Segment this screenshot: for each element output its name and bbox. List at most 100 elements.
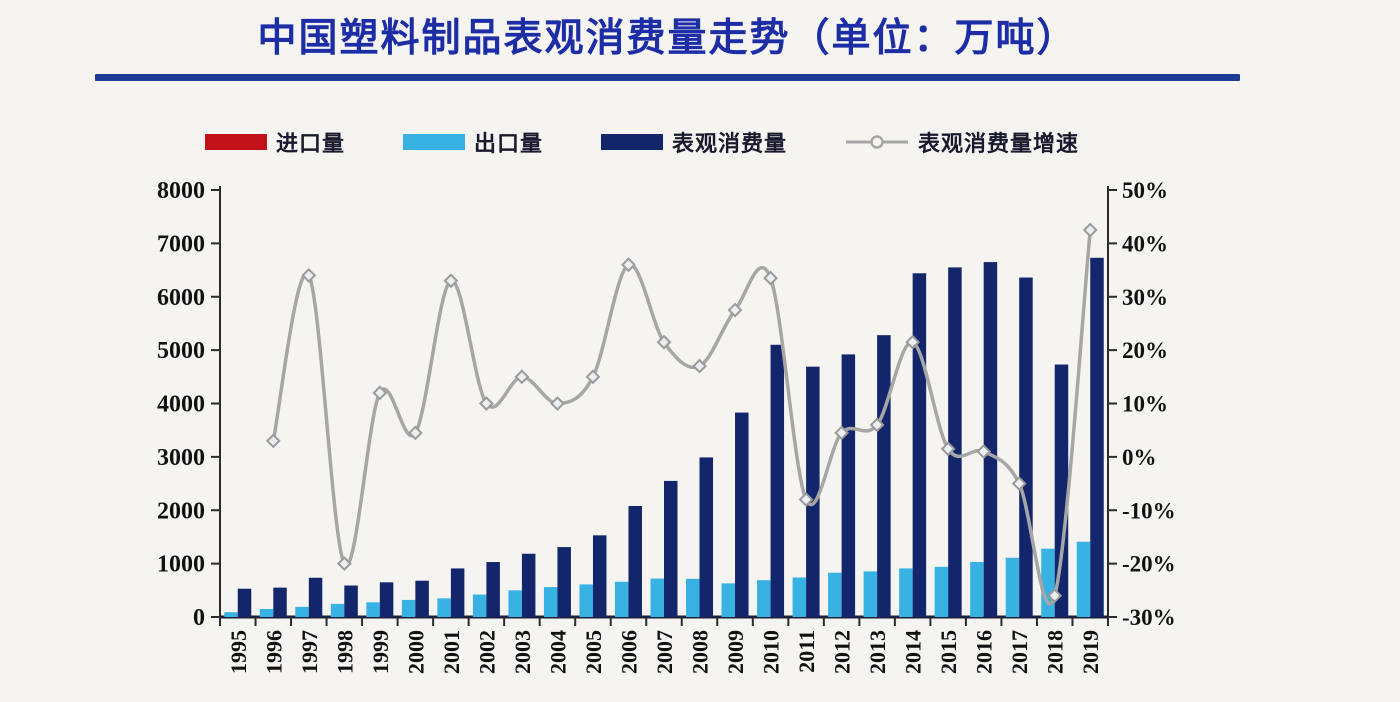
bar-consumption-1997 [308,577,323,617]
growth-marker [407,425,423,441]
x-tick-label-2016: 2016 [972,630,997,674]
bar-consumption-1999 [379,582,394,617]
x-tick-label-1999: 1999 [368,630,393,674]
growth-marker [621,257,636,273]
y-left-tick-label: 2000 [157,498,205,524]
x-tick-label-2003: 2003 [510,630,535,674]
bar-consumption-2006 [628,505,642,617]
chart-title: 中国塑料制品表观消费量走势（单位：万吨） [257,17,1078,60]
legend-label-exports: 出口量 [473,131,543,156]
bar-consumption-2007 [664,480,678,617]
bar-consumption-2013 [877,335,891,617]
growth-marker [1011,476,1027,491]
bar-consumption-2012 [841,354,856,617]
legend-item-exports: 出口量 [402,126,543,158]
growth-marker [656,334,672,350]
bar-consumption-1998 [344,585,358,617]
growth-marker [940,441,956,457]
legend-item-growth: 表观消费量增速 [845,126,1079,158]
bar-exports-1995 [224,612,238,617]
bar-consumption-2004 [557,547,571,617]
growth-marker [478,396,494,411]
y-right-tick-label: -10% [1122,498,1176,523]
x-tick-label-1995: 1995 [226,630,251,674]
bar-exports-2004 [543,587,558,617]
growth-marker [692,358,707,374]
y-left-tick-label: 6000 [157,285,205,311]
y-left-tick-label: 8000 [157,178,205,204]
consumption-bars [237,257,1104,617]
growth-marker [585,369,601,385]
y-right-tick-label: 50% [1122,178,1168,203]
y-right-tick-label: 0% [1122,445,1157,470]
y-right-tick-label: -20% [1122,552,1176,577]
bar-exports-2009 [721,583,736,617]
x-tick-label-2001: 2001 [439,630,464,674]
bar-exports-2017 [1005,557,1020,617]
y-left-tick-label: 3000 [157,445,205,471]
x-tick-label-2007: 2007 [652,630,677,674]
bar-exports-2018 [1041,548,1055,617]
growth-marker [550,396,565,411]
growth-marker [443,273,459,289]
growth-marker [1047,588,1063,604]
bar-exports-2010 [757,580,771,617]
y-left-tick-label: 0 [193,605,205,631]
x-tick-label-2010: 2010 [759,630,784,674]
growth-marker [514,369,530,385]
growth-marker [372,385,388,401]
bar-exports-1997 [295,606,309,617]
growth-marker [1082,222,1098,238]
legend-item-consumption: 表观消费量 [601,126,787,158]
x-tick-label-2019: 2019 [1078,630,1103,674]
y-axis-right: 50% 40% 30% 20% 10% 0% -10% -20% -30% [1108,178,1176,630]
bar-consumption-2019 [1090,257,1104,617]
bar-consumption-1995 [237,588,252,617]
y-left-tick-label: 1000 [157,552,205,578]
growth-markers [265,222,1098,604]
bar-exports-2019 [1076,541,1091,617]
growth-marker [265,433,281,449]
legend-label-imports: 进口量 [275,131,345,156]
bar-consumption-2000 [415,580,429,617]
bar-exports-2002 [472,594,487,617]
exports-bars [224,541,1091,617]
x-tick-label-2002: 2002 [474,630,499,674]
y-right-tick-label: 20% [1122,338,1168,363]
x-tick-label-2000: 2000 [403,630,428,674]
growth-line [271,228,1092,606]
bar-exports-2006 [614,581,629,617]
y-left-tick-label: 4000 [157,392,205,418]
bar-exports-2013 [863,571,878,617]
x-tick-label-2011: 2011 [794,630,819,673]
bar-consumption-2011 [806,366,820,617]
growth-marker [336,556,352,572]
legend-item-imports: 进口量 [204,126,345,158]
chart-header: 中国塑料制品表观消费量走势（单位：万吨） [95,8,1240,81]
x-tick-label-2012: 2012 [830,630,855,674]
chart-legend: 进口量 出口量 表观消费量 表观消费量增速 [0,126,1342,158]
x-tick-label-2015: 2015 [936,630,961,674]
y-axis-left: 0 1000 2000 3000 4000 5000 6000 7000 8000 [157,178,220,631]
legend-label-growth: 表观消费量增速 [918,131,1080,156]
bar-consumption-2010 [770,344,785,617]
bar-consumption-2016 [983,262,998,617]
growth-marker [834,425,850,441]
x-tick-label-2008: 2008 [688,630,713,674]
bar-consumption-2008 [699,457,714,617]
y-right-tick-label: -30% [1122,605,1176,630]
bar-consumption-2005 [592,535,607,617]
bar-exports-2003 [508,590,522,617]
bar-consumption-2014 [912,273,927,617]
bar-exports-1996 [259,608,274,617]
bar-consumption-2018 [1054,364,1069,617]
growth-marker [976,444,992,459]
growth-marker [763,270,778,286]
bar-exports-2001 [437,598,451,617]
x-tick-label-2006: 2006 [616,630,641,674]
consumption-swatch [601,134,663,150]
y-left-tick-label: 5000 [157,338,205,364]
growth-marker [301,267,317,283]
x-tick-label-2009: 2009 [723,630,748,674]
